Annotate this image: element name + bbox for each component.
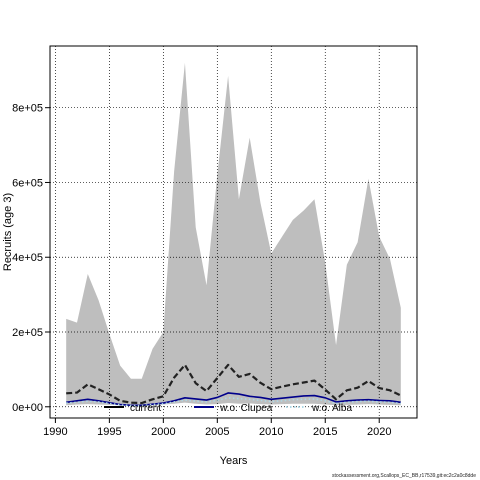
- y-tick-label-200000: 2e+05: [12, 327, 43, 339]
- x-tick-label-2020: 2020: [367, 426, 391, 438]
- x-tick-label-1990: 1990: [43, 426, 67, 438]
- x-tick-label-2000: 2000: [151, 426, 175, 438]
- y-tick-label-800000: 8e+05: [12, 103, 43, 115]
- y-axis-title: Recruits (age 3): [2, 193, 14, 271]
- axis-layer: 1990 1995 2000 2005 2010 2015 2020 0e+00 2e+05 4e…: [12, 103, 391, 438]
- series-layer: [66, 363, 402, 407]
- legend: current w.o. Clupea w.o. Alba: [104, 403, 352, 414]
- y-tick-label-600000: 6e+05: [12, 177, 43, 189]
- x-tick-label-1995: 1995: [97, 426, 121, 438]
- plot-frame: [49, 45, 418, 419]
- legend-label-0: current: [130, 403, 161, 414]
- x-tick-label-2005: 2005: [205, 426, 229, 438]
- grid-layer: [50, 46, 417, 418]
- x-tick-label-2015: 2015: [313, 426, 337, 438]
- y-tick-label-0: 0e+00: [12, 402, 43, 414]
- footer-source-text: stockassessment.org,Scallops_EC_BB,r1753…: [332, 473, 476, 479]
- confidence-band: [66, 62, 401, 406]
- y-tick-label-400000: 4e+05: [12, 252, 43, 264]
- legend-label-1: w.o. Clupea: [219, 403, 273, 414]
- legend-label-2: w.o. Alba: [311, 403, 352, 414]
- confidence-band-layer: [66, 62, 401, 406]
- series-line-0: [66, 363, 402, 405]
- series-line-2: [66, 397, 401, 407]
- x-tick-label-2010: 2010: [259, 426, 283, 438]
- x-axis-title: Years: [220, 455, 248, 467]
